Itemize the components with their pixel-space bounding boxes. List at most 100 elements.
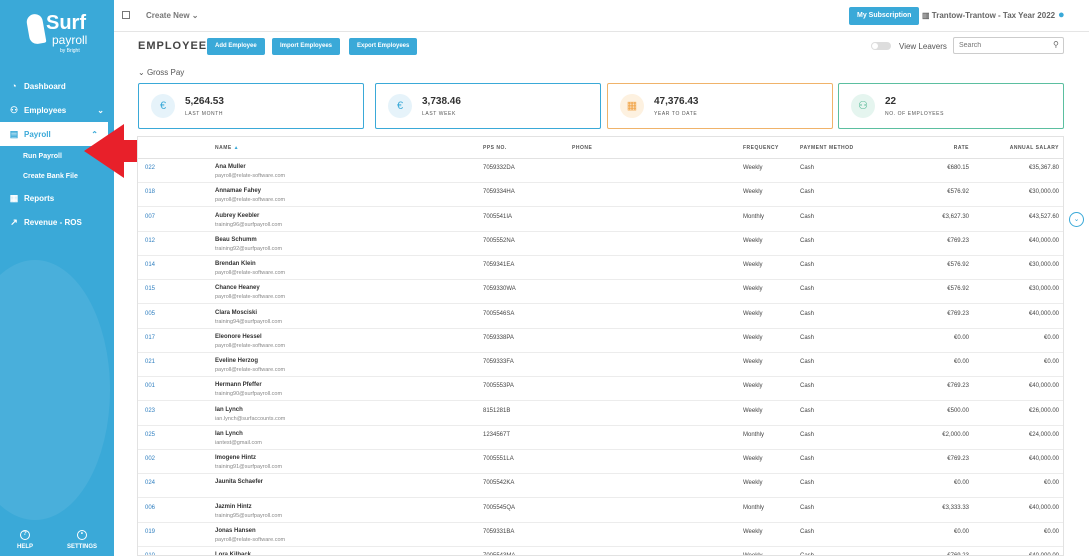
employee-id[interactable]: 002 xyxy=(145,456,156,462)
employee-name[interactable]: Eleonore Hessel xyxy=(215,333,262,340)
card-value: 3,738.46 xyxy=(422,96,461,107)
my-subscription-button[interactable]: My Subscription xyxy=(849,7,920,25)
pay-frequency: Weekly xyxy=(743,237,763,244)
employee-name[interactable]: Chance Heaney xyxy=(215,285,260,292)
table-row[interactable]: 022 Ana Muller payroll@relate-software.com… xyxy=(138,159,1063,183)
employee-name[interactable]: Jazmin Hintz xyxy=(215,503,252,510)
column-header-pps[interactable]: PPS NO. xyxy=(483,145,507,151)
employee-id[interactable]: 015 xyxy=(145,286,156,293)
pay-frequency: Weekly xyxy=(743,310,763,317)
gross-pay-toggle[interactable]: ⌄ Gross Pay xyxy=(138,68,185,77)
employee-id[interactable]: 019 xyxy=(145,528,156,535)
sidebar-subitem-create-bank-file[interactable]: Create Bank File xyxy=(23,172,78,180)
pay-rate: €769.23 xyxy=(947,310,969,317)
annual-salary: €40,000.00 xyxy=(1028,553,1059,556)
employee-id[interactable]: 022 xyxy=(145,165,156,171)
create-new-dropdown[interactable]: Create New ⌄ xyxy=(146,11,199,20)
table-row[interactable]: 025 Ian Lynch iantest@gmail.com 1234567T Mon… xyxy=(138,426,1063,450)
table-row[interactable]: 001 Hermann Pfeffer training90@surfpayroll… xyxy=(138,377,1063,402)
company-selector[interactable]: ▥ Trantow-Trantow - Tax Year 2022 xyxy=(922,11,1055,20)
table-row[interactable]: 014 Brendan Klein payroll@relate-software.… xyxy=(138,256,1063,280)
employee-name[interactable]: Ana Muller xyxy=(215,164,246,170)
employee-name[interactable]: Ian Lynch xyxy=(215,406,243,413)
column-header-payment-method[interactable]: PAYMENT METHOD xyxy=(800,145,854,151)
employee-email: payroll@relate-software.com xyxy=(215,173,286,179)
column-header-name[interactable]: NAME ▲ xyxy=(215,145,239,151)
annual-salary: €43,527.60 xyxy=(1028,213,1059,220)
employee-id[interactable]: 025 xyxy=(145,431,156,438)
export-employees-button[interactable]: Export Employees xyxy=(349,38,418,55)
euro-icon: € xyxy=(151,94,175,118)
wave-logo-mark xyxy=(25,12,47,46)
employee-name[interactable]: Eveline Herzog xyxy=(215,358,259,364)
table-row[interactable]: 023 Ian Lynch ian.lynch@surfaccounts.com 81… xyxy=(138,402,1063,426)
search-icon[interactable]: ⚲ xyxy=(1053,40,1059,49)
import-employees-button[interactable]: Import Employees xyxy=(272,38,341,55)
table-row[interactable]: 015 Chance Heaney payroll@relate-software.… xyxy=(138,280,1063,305)
table-row[interactable]: 017 Eleonore Hessel payroll@relate-softwar… xyxy=(138,329,1063,353)
sidebar-item-revenue-ros[interactable]: ↗ Revenue - ROS xyxy=(0,210,114,234)
employee-name[interactable]: Annamae Fahey xyxy=(215,188,262,195)
table-row[interactable]: 024 Jaunita Schaefer 7005542KA Weekly Cash €0… xyxy=(138,474,1063,499)
help-button[interactable]: ? HELP xyxy=(17,530,33,550)
table-row[interactable]: 005 Clara Mosciski training94@surfpayroll.… xyxy=(138,305,1063,329)
employee-name[interactable]: Imogene Hintz xyxy=(215,455,257,461)
sidebar-subitem-run-payroll[interactable]: Run Payroll xyxy=(23,152,62,160)
employee-id[interactable]: 017 xyxy=(145,334,156,341)
payment-method: Cash xyxy=(800,286,815,293)
table-row[interactable]: 006 Jazmin Hintz training95@surfpayroll.co… xyxy=(138,499,1063,523)
settings-button[interactable]: • SETTINGS xyxy=(67,530,97,550)
employee-id[interactable]: 012 xyxy=(145,237,156,244)
employee-id[interactable]: 010 xyxy=(145,553,156,556)
employee-name[interactable]: Brendan Klein xyxy=(215,261,256,267)
user-icon[interactable]: ● xyxy=(1058,9,1065,21)
table-row[interactable]: 021 Eveline Herzog payroll@relate-software… xyxy=(138,353,1063,377)
employee-name[interactable]: Jonas Hansen xyxy=(215,527,256,534)
employee-id[interactable]: 024 xyxy=(145,480,156,487)
table-row[interactable]: 002 Imogene Hintz training91@surfpayroll.c… xyxy=(138,450,1063,474)
sidebar-footer: ? HELP • SETTINGS xyxy=(0,530,114,550)
employee-id[interactable]: 023 xyxy=(145,407,156,414)
employee-name[interactable]: Beau Schumm xyxy=(215,236,257,243)
table-row[interactable]: 012 Beau Schumm training92@surfpayroll.com… xyxy=(138,232,1063,256)
sidebar-item-payroll[interactable]: ▤ Payroll ⌃ xyxy=(0,122,108,146)
employee-name[interactable]: Hermann Pfeffer xyxy=(215,382,262,389)
pps-number: 7005545QA xyxy=(483,504,516,511)
employee-id[interactable]: 006 xyxy=(145,504,156,511)
sidebar-item-reports[interactable]: ▦ Reports xyxy=(0,186,114,210)
employee-id[interactable]: 001 xyxy=(145,383,156,390)
employee-name[interactable]: Aubrey Keebler xyxy=(215,212,260,219)
annual-salary: €0.00 xyxy=(1043,359,1059,365)
scroll-down-icon[interactable]: ⌄ xyxy=(1069,212,1084,227)
search-input[interactable] xyxy=(953,37,1064,54)
table-row[interactable]: 019 Jonas Hansen payroll@relate-software.c… xyxy=(138,523,1063,547)
column-header-phone[interactable]: PHONE xyxy=(572,145,593,151)
employee-id[interactable]: 018 xyxy=(145,189,156,196)
column-header-label: NAME xyxy=(215,145,232,151)
annual-salary: €40,000.00 xyxy=(1028,504,1059,511)
sidebar-item-dashboard[interactable]: ◔ Dashboard xyxy=(0,74,114,98)
employee-id[interactable]: 005 xyxy=(145,310,156,317)
column-header-frequency[interactable]: FREQUENCY xyxy=(743,145,779,151)
column-header-rate[interactable]: RATE xyxy=(953,145,969,151)
pps-number: 7059338PA xyxy=(483,334,514,341)
card-value: 47,376.43 xyxy=(654,96,699,107)
employee-name[interactable]: Lora Kilback xyxy=(215,552,252,556)
table-row[interactable]: 007 Aubrey Keebler training96@surfpayroll.… xyxy=(138,208,1063,232)
employee-name[interactable]: Clara Mosciski xyxy=(215,309,258,316)
view-leavers-label: View Leavers xyxy=(899,42,947,51)
view-leavers-toggle[interactable] xyxy=(871,42,891,50)
employee-id[interactable]: 014 xyxy=(145,262,156,268)
pay-frequency: Weekly xyxy=(743,359,763,365)
table-row[interactable]: 018 Annamae Fahey payroll@relate-software.… xyxy=(138,183,1063,208)
employee-name[interactable]: Ian Lynch xyxy=(215,430,243,437)
surf-payroll-logo[interactable]: Surf payroll by Bright xyxy=(25,12,88,58)
sidebar-item-employees[interactable]: ⚇ Employees ⌄ xyxy=(0,98,114,122)
add-employee-button[interactable]: Add Employee xyxy=(207,38,265,55)
employee-name[interactable]: Jaunita Schaefer xyxy=(215,479,264,486)
employee-id[interactable]: 007 xyxy=(145,213,156,220)
column-header-annual-salary[interactable]: ANNUAL SALARY xyxy=(1009,145,1059,151)
employee-id[interactable]: 021 xyxy=(145,359,156,365)
sidebar-toggle-icon[interactable] xyxy=(122,11,130,19)
